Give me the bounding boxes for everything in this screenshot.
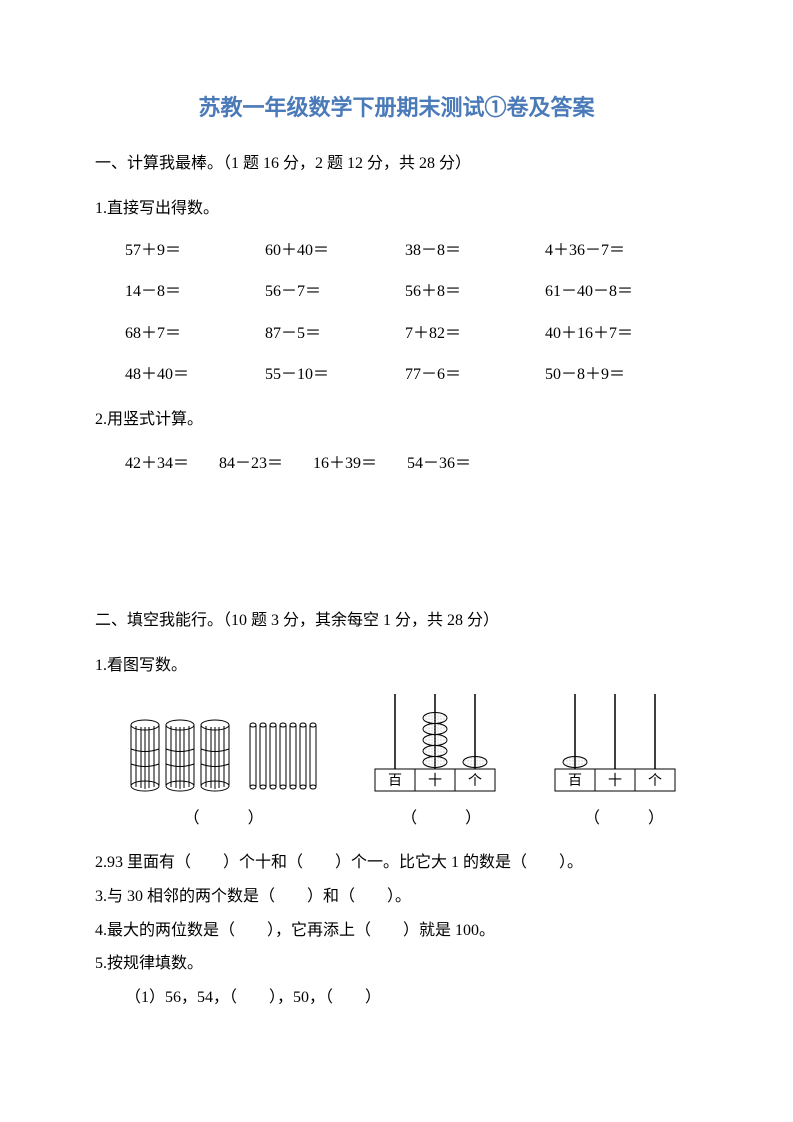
figure-row: 百 十 个 百 十 (95, 694, 698, 794)
abacus-bai-label: 百 (388, 773, 402, 789)
calc-cell: 77－6＝ (405, 362, 545, 388)
s2-q5-1: （1）56，54，（ ），50，（ ） (95, 981, 698, 1015)
calc-cell: 38－8＝ (405, 238, 545, 264)
section2-heading: 二、填空我能行。（10 题 3 分，其余每空 1 分，共 28 分） (95, 607, 698, 636)
s2-q5: 5.按规律填数。 (95, 947, 698, 981)
abacus-bai-label: 百 (568, 773, 582, 789)
blank1: （ ） (125, 804, 322, 828)
calc-cell: 60＋40＝ (265, 238, 405, 264)
calc-cell: 7＋82＝ (405, 321, 545, 347)
s2-q4: 4.最大的两位数是（ ），它再添上（ ）就是 100。 (95, 914, 698, 948)
calc-grid: 57＋9＝ 60＋40＝ 38－8＝ 4＋36－7＝ 14－8＝ 56－7＝ 5… (95, 238, 698, 388)
calc-cell: 50－8＋9＝ (545, 362, 715, 388)
abacus-ge-label: 个 (648, 773, 662, 789)
calc-cell: 40＋16＋7＝ (545, 321, 715, 347)
q1-label: 1.直接写出得数。 (95, 195, 698, 224)
page-title: 苏教一年级数学下册期末测试①卷及答案 (95, 90, 698, 122)
calc-cell: 48＋40＝ (125, 362, 265, 388)
s2-q2: 2.93 里面有（ ）个十和（ ）个一。比它大 1 的数是（ ）。 (95, 846, 698, 880)
s2-q1-label: 1.看图写数。 (95, 652, 698, 681)
vertical-calc-space (95, 487, 698, 607)
s2-q3: 3.与 30 相邻的两个数是（ ）和（ ）。 (95, 880, 698, 914)
figure-blanks: （ ） （ ） （ ） (95, 804, 698, 828)
abacus1-figure: 百 十 个 (365, 694, 505, 794)
calc-cell: 56－7＝ (265, 279, 405, 305)
section1-heading: 一、计算我最棒。（1 题 16 分，2 题 12 分，共 28 分） (95, 150, 698, 179)
calc-item: 42＋34＝ (125, 449, 189, 473)
calc-cell: 87－5＝ (265, 321, 405, 347)
calc-cell: 68＋7＝ (125, 321, 265, 347)
q2-items: 42＋34＝ 84－23＝ 16＋39＝ 54－36＝ (95, 449, 698, 473)
calc-item: 84－23＝ (219, 449, 283, 473)
calc-cell: 57＋9＝ (125, 238, 265, 264)
calc-cell: 14－8＝ (125, 279, 265, 305)
abacus-shi-label: 十 (608, 773, 622, 789)
blank3: （ ） (550, 804, 698, 828)
abacus-shi-label: 十 (428, 773, 442, 789)
blank2: （ ） (352, 804, 530, 828)
calc-cell: 61－40－8＝ (545, 279, 715, 305)
abacus-ge-label: 个 (468, 773, 482, 789)
calc-item: 16＋39＝ (313, 449, 377, 473)
calc-item: 54－36＝ (407, 449, 471, 473)
abacus2-figure: 百 十 个 (545, 694, 685, 794)
calc-cell: 4＋36－7＝ (545, 238, 715, 264)
calc-cell: 55－10＝ (265, 362, 405, 388)
sticks-figure (125, 714, 325, 794)
calc-cell: 56＋8＝ (405, 279, 545, 305)
q2-label: 2.用竖式计算。 (95, 406, 698, 435)
